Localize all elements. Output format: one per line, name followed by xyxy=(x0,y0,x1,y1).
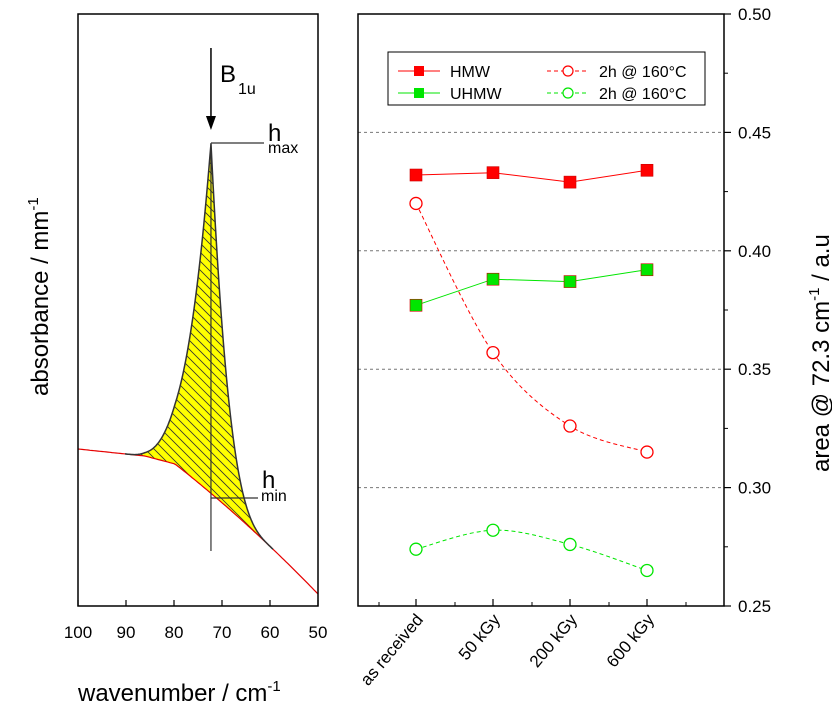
peak-outline xyxy=(124,143,274,550)
hatch-line xyxy=(125,484,273,550)
band-arrow-head xyxy=(205,116,216,130)
legend-box xyxy=(387,51,706,106)
left-y-axis-title: absorbance / mm-1 xyxy=(25,197,54,396)
right-panel: 0.25 0.30 0.35 0.40 0.45 0.50 as received 50 k… xyxy=(357,5,832,689)
hatch-line xyxy=(100,0,300,100)
data-point xyxy=(563,419,577,433)
data-point xyxy=(486,523,500,537)
data-point xyxy=(409,196,423,211)
legend-label: 2h @ 160°C xyxy=(599,86,687,103)
right-y-tick-label: 0.50 xyxy=(738,5,771,24)
hmin-label-sub: min xyxy=(261,488,287,505)
category-label: as received xyxy=(357,610,427,689)
legend-marker xyxy=(414,88,424,98)
series-group xyxy=(409,163,654,578)
legend-label: UHMW xyxy=(450,86,502,103)
hatch-line xyxy=(125,493,273,550)
hatch-line xyxy=(125,143,273,218)
baseline-curve xyxy=(77,448,319,595)
data-point xyxy=(486,272,500,286)
left-x-tick-label: 60 xyxy=(261,623,280,642)
left-x-ticks: 100 90 80 70 60 50 xyxy=(64,600,328,642)
series-line xyxy=(415,269,648,306)
left-x-axis-title: wavenumber / cm-1 xyxy=(77,678,281,707)
category-label: 600 kGy xyxy=(603,610,659,671)
right-gridlines xyxy=(358,131,724,489)
hatch-line xyxy=(125,143,273,281)
hatch-line xyxy=(100,0,300,1)
peak-fill xyxy=(125,143,273,550)
data-point xyxy=(563,175,577,189)
legend-marker xyxy=(414,66,424,76)
legend-label: HMW xyxy=(450,64,491,81)
series-line xyxy=(415,203,648,453)
hatch-line xyxy=(100,0,300,10)
legend: HMW UHMW 2h @ 160°C 2h @ 160°C xyxy=(398,64,687,103)
hatch-line xyxy=(125,143,273,263)
hatch-line xyxy=(100,0,300,109)
data-point xyxy=(640,445,654,459)
hatch-line xyxy=(125,143,273,191)
right-y-axis-title: area @ 72.3 cm-1 / a.u xyxy=(806,234,832,472)
right-x-axis: as received 50 kGy 200 kGy 600 kGy xyxy=(357,599,687,689)
hatch-line xyxy=(125,143,273,272)
hatch-line xyxy=(100,0,300,73)
hmax-label: h xyxy=(268,120,281,147)
left-x-tick-label: 90 xyxy=(117,623,136,642)
data-point xyxy=(563,537,577,552)
right-y-tick-label: 0.35 xyxy=(738,360,771,379)
data-point xyxy=(640,563,654,578)
hmax-label-sub: max xyxy=(268,140,298,157)
series-line xyxy=(415,169,648,183)
right-y-axis: 0.25 0.30 0.35 0.40 0.45 0.50 xyxy=(724,5,771,616)
hmin-label: h xyxy=(262,467,275,494)
left-x-tick-label: 100 xyxy=(64,623,92,642)
left-plot-frame xyxy=(77,13,319,607)
data-point xyxy=(409,168,423,182)
data-point xyxy=(409,542,423,556)
hatch-line xyxy=(125,143,273,200)
hatch-line xyxy=(100,0,300,19)
hatch-line xyxy=(100,0,300,82)
peak-hatch xyxy=(100,0,300,550)
category-label: 50 kGy xyxy=(455,610,504,664)
left-x-tick-label: 50 xyxy=(309,623,328,642)
right-y-tick-label: 0.30 xyxy=(738,479,771,498)
left-x-tick-label: 70 xyxy=(213,623,232,642)
legend-marker xyxy=(562,65,574,77)
hatch-line xyxy=(100,0,300,55)
series-line xyxy=(415,529,648,571)
legend-label: 2h @ 160°C xyxy=(599,64,687,81)
data-point xyxy=(640,163,654,177)
data-point xyxy=(640,263,654,277)
hatch-line xyxy=(125,475,273,550)
right-y-tick-label: 0.45 xyxy=(738,123,771,142)
hatch-line xyxy=(125,143,273,209)
band-label-sub: 1u xyxy=(238,81,256,98)
right-y-tick-label: 0.40 xyxy=(738,242,771,261)
hatch-line xyxy=(100,0,300,118)
category-label: 200 kGy xyxy=(526,610,582,671)
legend-marker xyxy=(562,87,574,99)
data-point xyxy=(486,345,500,360)
hatch-line xyxy=(100,0,300,136)
left-x-tick-label: 80 xyxy=(165,623,184,642)
hatch-line xyxy=(100,0,300,46)
hatch-line xyxy=(100,0,300,37)
right-y-tick-label: 0.25 xyxy=(738,597,771,616)
data-point xyxy=(563,275,577,288)
left-panel: 100 90 80 70 60 50 B 1u h max h min wavenumbe… xyxy=(25,0,328,707)
hatch-line xyxy=(100,0,300,127)
data-point xyxy=(486,166,500,179)
band-label: B xyxy=(220,61,236,88)
hatch-line xyxy=(100,0,300,64)
data-point xyxy=(409,298,423,312)
